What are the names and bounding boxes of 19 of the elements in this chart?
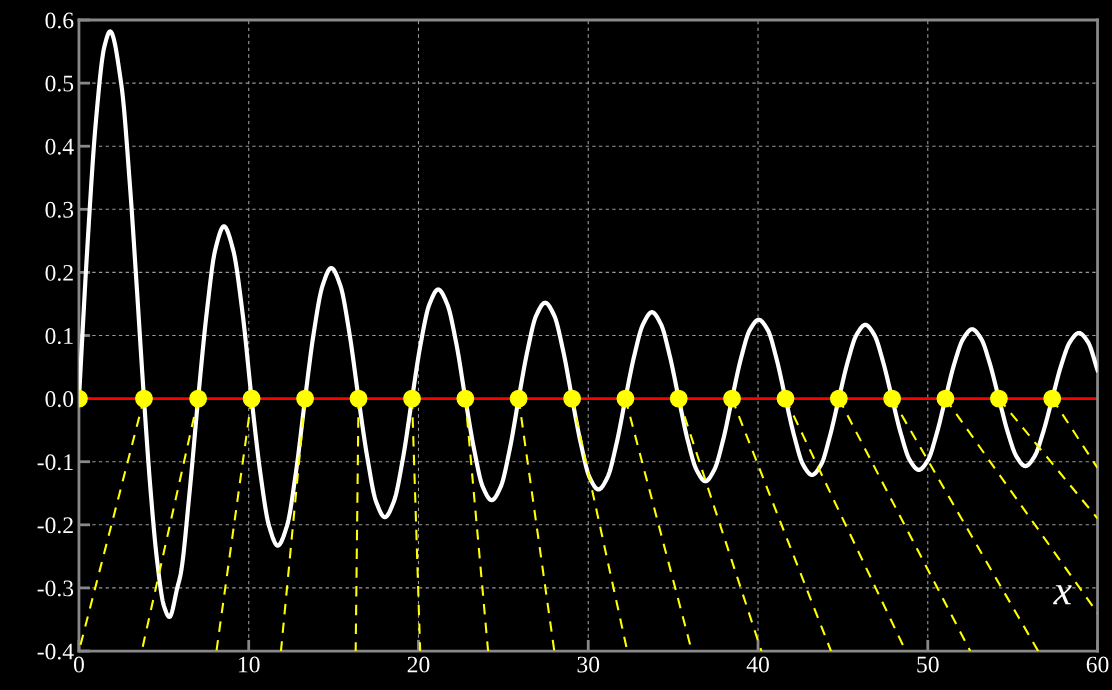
x-tick-label: 10 [238, 656, 260, 673]
y-tick-label: 0.3 [45, 201, 74, 218]
y-tick-label: -0.4 [37, 643, 74, 660]
y-tick-label: 0.0 [45, 391, 74, 408]
y-tick-label: -0.3 [37, 580, 74, 597]
x-tick-label: 20 [407, 656, 430, 673]
y-tick-label: 0.5 [45, 75, 74, 92]
x-tick-label: 60 [1086, 656, 1109, 673]
x-tick-label: 0 [73, 656, 84, 673]
x-tick-label: 50 [917, 656, 939, 673]
x-tick-label: 30 [577, 656, 600, 673]
y-tick-label: -0.2 [37, 517, 73, 534]
x-axis-title: x [1053, 585, 1072, 605]
y-tick-label: -0.1 [37, 454, 73, 471]
y-tick-label: 0.4 [45, 138, 74, 155]
y-tick-label: 0.6 [45, 12, 74, 29]
y-tick-label: 0.1 [45, 328, 73, 345]
x-tick-label: 40 [746, 656, 769, 673]
y-tick-label: 0.2 [45, 264, 73, 281]
